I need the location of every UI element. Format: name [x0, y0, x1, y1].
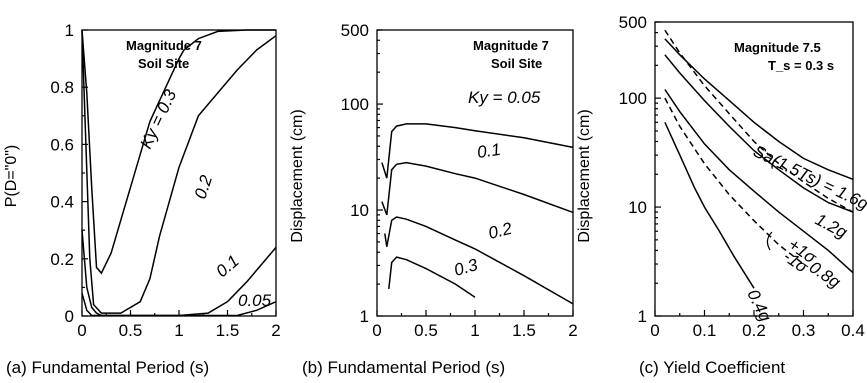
x-tick-label: 1 — [470, 321, 479, 340]
panel-a: 0 0.5 1 1.5 2 0 0.2 0.4 0.6 0.8 1 Ky = 0.3 0.2 0.1 0.… — [3, 21, 281, 377]
curves-b — [381, 123, 574, 305]
series-label: Ky = 0.05 — [468, 88, 541, 107]
series-line-0-05 — [81, 292, 277, 317]
y-tick-label: 500 — [341, 21, 369, 40]
y-tick-label: 100 — [619, 89, 647, 108]
ticks-b: 0 0.5 1 1.5 2 1 10 100 500 — [341, 21, 578, 340]
y-tick-label: 0 — [65, 307, 74, 326]
caption-b: (b) Fundamental Period (s) — [302, 358, 505, 377]
x-tick-label: 0 — [650, 321, 659, 340]
series-label: 0.2 — [191, 172, 217, 201]
annotation-b-line1: Magnitude 7 — [473, 38, 549, 53]
y-tick-label: 0.8 — [50, 78, 74, 97]
x-tick-label: 1 — [174, 321, 183, 340]
y-tick-label: 0.2 — [50, 250, 74, 269]
series-line-k-y-0-3 — [81, 29, 276, 275]
series-label: 0.4g — [743, 286, 775, 325]
series-line--1- — [664, 29, 854, 213]
curves-a — [81, 29, 277, 317]
x-tick-label: 2 — [568, 321, 577, 340]
series-label: Ky = 0.3 — [136, 86, 180, 151]
y-tick-label: 10 — [628, 198, 647, 217]
annotation-c-line1: Magnitude 7.5 — [734, 40, 821, 55]
sigma-arrow — [766, 231, 773, 251]
x-tick-label: 0 — [372, 321, 381, 340]
y-tick-label: 0.4 — [50, 193, 74, 212]
x-tick-label: 0 — [77, 321, 86, 340]
x-tick-label: 0.2 — [742, 321, 766, 340]
series-line-0-2 — [384, 216, 574, 305]
x-tick-label: 0.5 — [119, 321, 143, 340]
series-line-0-1 — [381, 161, 574, 216]
series-label: 0.1 — [212, 251, 242, 281]
series-line-0-8g — [664, 89, 854, 274]
series-line-0-3 — [388, 256, 476, 298]
y-tick-label: 1 — [638, 307, 647, 326]
series-label: 0.3 — [452, 255, 480, 280]
series-line-k-y-0-05 — [381, 123, 574, 179]
ticks-c: 0 0.1 0.2 0.3 0.4 1 10 100 500 — [619, 13, 865, 340]
y-axis-label-c: Displacement (cm) — [576, 109, 593, 242]
x-tick-label: 0.3 — [792, 321, 816, 340]
curves-c — [664, 29, 854, 289]
plot-frame-a — [81, 29, 277, 317]
y-axis-label-a: P(D="0") — [3, 145, 20, 207]
series-line-0-4g — [664, 121, 755, 289]
caption-a: (a) Fundamental Period (s) — [6, 358, 209, 377]
series-label: 0.1 — [476, 140, 502, 162]
annotation-a-line2: Soil Site — [138, 56, 189, 71]
series-label: 0.2 — [486, 219, 514, 243]
series-label: 1.2g — [812, 210, 851, 243]
series-label: 0.05 — [238, 291, 272, 310]
curve-labels-b: Ky = 0.05 0.1 0.20.3 — [452, 88, 541, 280]
series-line-1-2g — [664, 54, 854, 213]
x-tick-label: 0.1 — [693, 321, 717, 340]
panel-b: 0 0.5 1 1.5 2 1 10 100 500 Ky = 0.05 0.1 0.20.3 Ma… — [289, 21, 578, 377]
annotation-a-line1: Magnitude 7 — [126, 38, 202, 53]
y-tick-label: 100 — [341, 95, 369, 114]
y-tick-label: 1 — [360, 307, 369, 326]
y-tick-label: 10 — [350, 201, 369, 220]
x-tick-label: 1.5 — [512, 321, 536, 340]
y-axis-label-b: Displacement (cm) — [289, 109, 306, 242]
y-tick-label: 500 — [619, 13, 647, 32]
y-tick-label: 0.6 — [50, 135, 74, 154]
caption-c: (c) Yield Coefficient — [639, 358, 785, 377]
annotation-c-line2: T_s = 0.3 s — [768, 58, 834, 73]
x-tick-label: 0.5 — [414, 321, 438, 340]
y-tick-label: 1 — [65, 21, 74, 40]
x-tick-label: 1.5 — [216, 321, 240, 340]
x-tick-label: 0.4 — [841, 321, 865, 340]
x-tick-label: 2 — [271, 321, 280, 340]
series-line--1- — [664, 97, 804, 265]
series-line-0-2 — [81, 29, 277, 314]
ticks-a: 0 0.5 1 1.5 2 0 0.2 0.4 0.6 0.8 1 — [50, 21, 280, 340]
annotation-b-line2: Soil Site — [491, 56, 542, 71]
